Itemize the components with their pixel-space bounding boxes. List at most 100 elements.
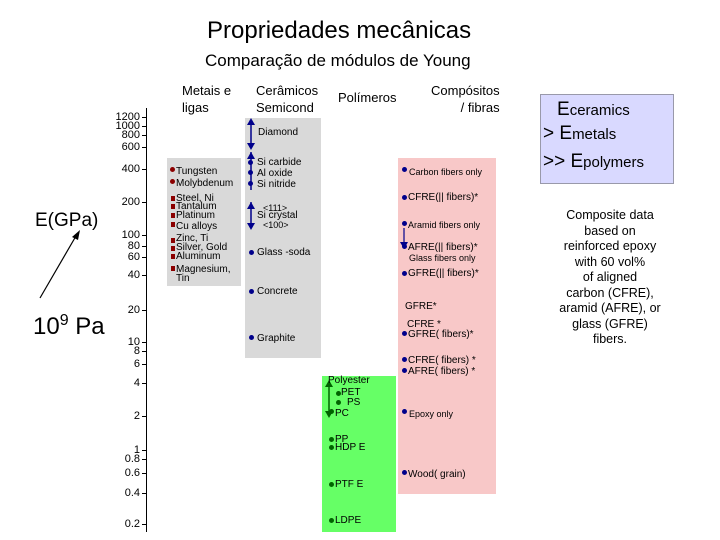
axis-tick-mark	[142, 169, 147, 170]
polymer-pp: PP	[335, 434, 349, 445]
data-marker	[402, 368, 407, 373]
axis-arrow	[39, 230, 80, 299]
axis-tick-mark	[142, 459, 147, 460]
axis-line	[146, 108, 147, 532]
axis-tick-label: 4	[133, 377, 140, 389]
metal-tantalum: Tantalum	[176, 201, 217, 212]
data-marker	[329, 482, 334, 487]
page-title: Propriedades mecânicas	[207, 17, 472, 44]
composite-epoxy: Epoxy only	[409, 409, 454, 419]
axis-tick-mark	[142, 351, 147, 352]
data-marker	[329, 437, 334, 442]
axis-tick-mark	[142, 147, 147, 148]
axis-tick-mark	[142, 117, 147, 118]
axis-tick-label: 0.4	[124, 487, 140, 499]
axis-tick-mark	[142, 342, 147, 343]
composite-afre-perp: AFRE( fibers) *	[408, 366, 476, 377]
composite-glass-fibers: Glass fibers only	[409, 253, 476, 263]
axis-tick-mark	[142, 493, 147, 494]
composites-header: Compósitos / fibras	[431, 83, 500, 115]
axis-tick-mark	[142, 310, 147, 311]
modulus-inequality-box: Eceramics > Emetals >> Epolymers	[540, 94, 674, 184]
axis-tick-mark	[142, 364, 147, 365]
axis-unit: 109 Pa	[33, 312, 105, 340]
composite-cfre-star: CFRE *	[407, 319, 441, 330]
data-marker	[248, 181, 253, 186]
metal-steel: Steel, Ni	[176, 193, 214, 204]
data-marker	[329, 518, 334, 523]
axis-tick-label: 200	[121, 196, 140, 208]
ceramic-si-carbide: Si carbide	[257, 157, 302, 168]
data-marker	[402, 357, 407, 362]
polymer-ptfe: PTF E	[335, 479, 364, 490]
axis-tick-mark	[142, 257, 147, 258]
axis-tick-mark	[142, 235, 147, 236]
data-marker	[171, 254, 175, 259]
polymer-polyester: Polyester	[328, 375, 370, 386]
polymer-hdpe: HDP E	[335, 442, 366, 453]
composite-note: Composite data based on reinforced epoxy…	[559, 208, 661, 346]
polymer-pet: PET	[341, 387, 361, 398]
axis-tick-label: 800	[121, 129, 140, 141]
ceramic-diamond: Diamond	[258, 127, 299, 138]
axis-tick-label: 0.6	[124, 467, 140, 479]
axis-tick-mark	[142, 202, 147, 203]
axis-tick-mark	[142, 246, 147, 247]
polymer-ps: PS	[347, 397, 361, 408]
data-marker	[171, 246, 175, 251]
data-marker	[336, 400, 341, 405]
axis-tick-mark	[142, 383, 147, 384]
composite-cfre-parallel: CFRE(|| fibers)*	[408, 192, 479, 203]
axis-tick-label: 6	[133, 358, 140, 370]
axis-tick-mark	[142, 126, 147, 127]
data-marker	[171, 266, 175, 271]
ceramic-glass-soda: Glass -soda	[257, 247, 311, 258]
data-marker	[249, 335, 254, 340]
data-marker	[402, 195, 407, 200]
axis-tick-label: 60	[127, 251, 140, 263]
data-marker	[171, 238, 175, 243]
data-marker	[248, 160, 253, 165]
data-marker	[402, 167, 407, 172]
data-marker	[249, 289, 254, 294]
ceramics-range-arrows	[247, 118, 255, 230]
data-marker	[402, 470, 407, 475]
axis-tick-label: 1	[133, 444, 140, 456]
polymer-ldpe: LDPE	[335, 515, 362, 526]
metal-tin: Tin	[176, 273, 190, 284]
composite-cfre-perp: CFRE( fibers) *	[408, 355, 476, 366]
composite-aramid-fibers: Aramid fibers only	[408, 220, 481, 230]
ceramics-header: Cerâmicos Semicond	[256, 83, 319, 115]
data-marker	[170, 167, 175, 172]
ceramic-al-oxide: Al oxide	[257, 168, 293, 179]
metal-cu-alloys: Cu alloys	[176, 221, 218, 232]
axis-tick-mark	[142, 524, 147, 525]
composite-gfre-star: GFRE*	[405, 301, 437, 312]
axis-tick-label: 8	[133, 345, 140, 357]
ceramic-si-crystal: Si crystal	[257, 210, 298, 221]
axis-tick-label: 0.8	[124, 453, 140, 465]
metal-molybdenum: Molybdenum	[176, 178, 234, 189]
composite-gfre-perp: GFRE( fibers)*	[408, 329, 474, 340]
composite-gfre-parallel: GFRE(|| fibers)*	[408, 268, 479, 279]
composite-wood: Wood( grain)	[408, 469, 466, 480]
data-marker	[171, 213, 175, 218]
axis-tick-label: 400	[121, 163, 140, 175]
axis-tick-label: 10	[127, 336, 140, 348]
axis-tick-mark	[142, 450, 147, 451]
metal-zinc-ti: Zinc, Ti	[176, 233, 209, 244]
ceramic-concrete: Concrete	[257, 286, 298, 297]
axis-tick-label: 2	[133, 410, 140, 422]
data-marker	[336, 391, 341, 396]
metals-header: Metais e ligas	[182, 83, 232, 115]
polymers-header: Polímeros	[338, 90, 397, 105]
data-marker	[171, 204, 175, 209]
axis-label: E(GPa)	[35, 210, 99, 231]
axis-tick-mark	[142, 416, 147, 417]
axis-tick-label: 80	[127, 240, 140, 252]
ceramic-graphite: Graphite	[257, 333, 296, 344]
composites-column-bg	[398, 158, 496, 494]
data-marker	[402, 331, 407, 336]
data-marker	[402, 221, 407, 226]
ceramic-si-nitride: Si nitride	[257, 179, 296, 190]
